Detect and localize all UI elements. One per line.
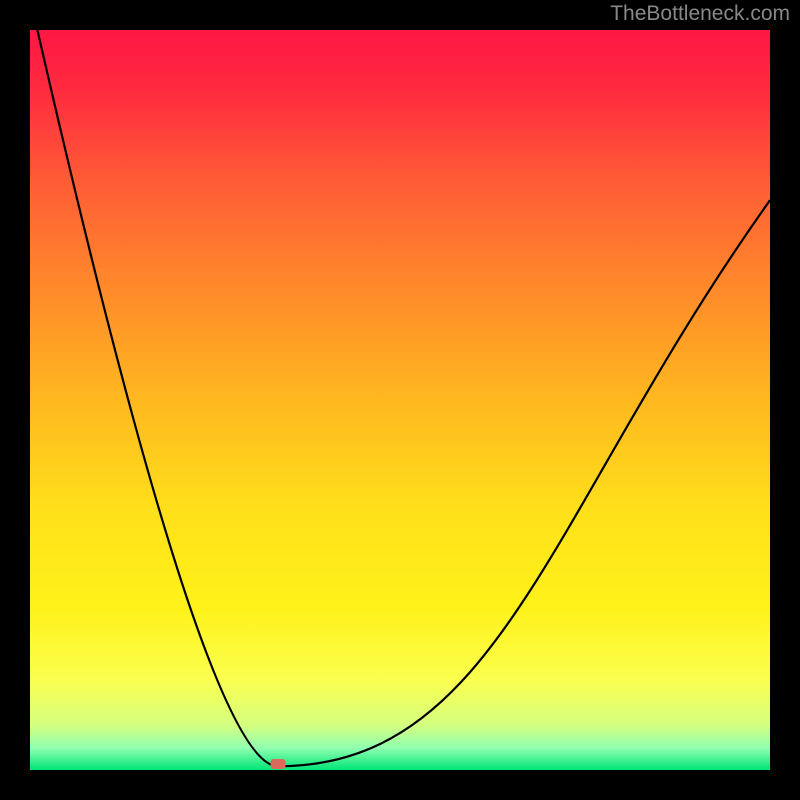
chart-container: TheBottleneck.com <box>0 0 800 800</box>
watermark-text: TheBottleneck.com <box>610 2 790 26</box>
plot-area <box>30 30 770 770</box>
gradient-background <box>30 30 770 770</box>
optimal-point-marker <box>270 759 285 769</box>
